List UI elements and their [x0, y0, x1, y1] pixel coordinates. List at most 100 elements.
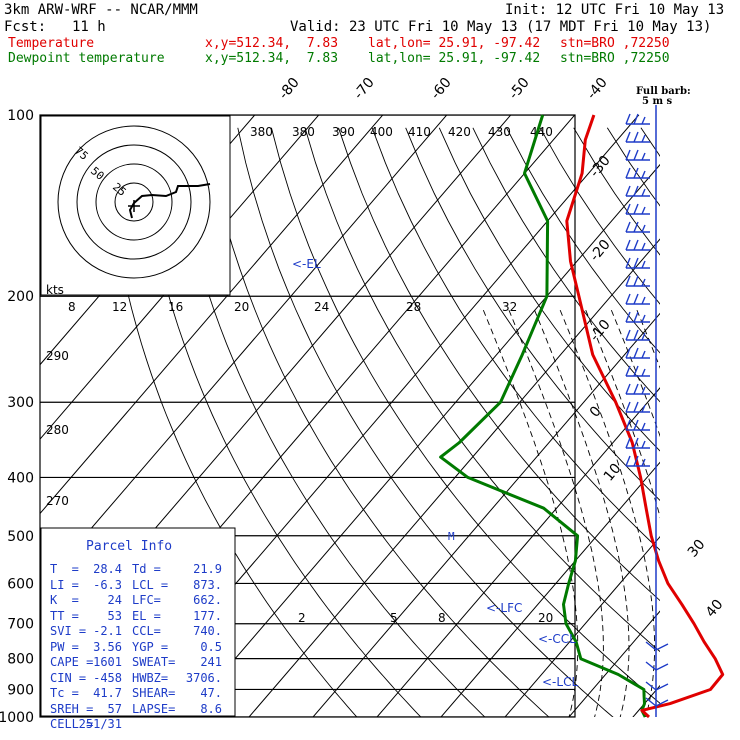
parcel-field-label: YGP = [132, 639, 169, 654]
dewpoint-profile [439, 114, 647, 718]
dry-adiabat [270, 127, 660, 704]
wind-barb [641, 440, 646, 449]
moist-adiabat [508, 308, 604, 717]
parcel-field-value: 241 [200, 655, 222, 669]
parcel-field-value: -458 [93, 670, 122, 685]
pressure-tick-label: 900 [7, 682, 34, 698]
parcel-field-label: SWEAT= [132, 655, 176, 669]
theta-left-label: 290 [46, 349, 69, 363]
init-time: Init: 12 UTC Fri 10 May 13 [505, 2, 725, 18]
dry-adiabat [371, 127, 660, 551]
parcel-field-label: Td = [132, 562, 161, 576]
hodograph-ring [57, 125, 211, 279]
isotherm-line [248, 238, 660, 717]
wind-barb [633, 131, 639, 143]
wind-barb [625, 437, 631, 449]
wind-barb [625, 113, 631, 125]
wind-barb [633, 221, 639, 233]
wind-barb [633, 419, 639, 431]
wind-barb [633, 185, 639, 197]
parcel-field-label: SHEAR= [132, 686, 176, 700]
dry-adiabat [237, 127, 614, 717]
dry-adiabat [338, 127, 660, 602]
wind-barb [625, 131, 631, 143]
wind-barb [641, 206, 646, 215]
pressure-tick-label: 200 [7, 289, 34, 305]
parcel-field-label: EL = [132, 608, 161, 623]
wind-barb [625, 401, 631, 413]
wind-barb [641, 422, 646, 431]
parcel-field-value: 24 [107, 593, 122, 607]
pressure-tick-label: 500 [7, 529, 34, 545]
isotherm-line [40, 115, 384, 515]
wind-barb [641, 260, 646, 269]
parcel-field-value: 41.7 [93, 686, 122, 700]
parcel-field-label: SVI = [50, 624, 87, 638]
dry-adiabat [472, 127, 660, 403]
parcel-field-label: HWBZ= [132, 670, 169, 685]
moist-adiabat [482, 308, 579, 717]
isotherm-line [440, 461, 660, 717]
parcel-field-value: 740. [193, 624, 222, 638]
wind-barb [641, 386, 646, 395]
dry-adiabat [304, 127, 660, 653]
parcel-field-label: LI = [50, 577, 79, 592]
parcel-field-label: CIN = [50, 670, 87, 685]
isotherm-top-label: -50 [506, 75, 533, 103]
wind-barb [633, 167, 639, 179]
dry-adiabat [438, 127, 660, 452]
wind-barb [641, 278, 646, 287]
parcel-field-label: T = [50, 562, 79, 576]
forecast-hour: 11 h [72, 19, 106, 35]
parcel-field-label: LAPSE= [132, 701, 176, 716]
wind-barb [641, 116, 646, 125]
hodograph-axis-label: 24 [314, 300, 329, 314]
isotherm-top-label: -80 [276, 75, 303, 103]
temperature-latlon: lat,lon= 25.91, -97.42 [368, 36, 541, 51]
dry-adiabat [203, 127, 550, 717]
pressure-tick-label: 600 [7, 576, 34, 592]
wind-barb-low [655, 643, 669, 651]
wind-barb [633, 257, 639, 269]
model-title: 3km ARW-WRF -- NCAR/MMM [4, 2, 198, 18]
wind-barb [625, 239, 631, 251]
theta-label: 410 [408, 125, 431, 139]
parcel-field-label: Tc = [50, 686, 79, 700]
parcel-info-title: Parcel Info [86, 539, 173, 554]
wind-scale-label: Full barb: [636, 86, 691, 97]
parcel-field-label: CELL = [50, 717, 94, 731]
parcel-field-value: 47. [200, 686, 222, 700]
hodograph-axis-label: 12 [112, 300, 127, 314]
mixing-ratio-label: 5 [390, 611, 398, 625]
wind-barb [641, 368, 646, 377]
parcel-field-label: CAPE = [50, 655, 94, 669]
parcel-field-value: 57 [107, 701, 122, 716]
wind-barb [641, 296, 646, 305]
theta-label: 380 [292, 125, 315, 139]
wind-barb [641, 404, 646, 413]
wind-barb [641, 332, 646, 341]
parcel-field-value: -2.1 [93, 624, 122, 638]
pressure-tick-label: 300 [7, 395, 34, 411]
wind-barb-low [645, 697, 657, 707]
temperature-xy: x,y=512.34, 7.83 [205, 36, 339, 51]
parcel-field-label: SREH = [50, 701, 94, 716]
parcel-field-value: -6.3 [93, 577, 122, 592]
dry-adiabat [708, 128, 740, 730]
parcel-field-label: LCL = [132, 577, 169, 592]
isotherm-right-label: 30 [685, 537, 709, 561]
hodograph-ring [114, 182, 154, 222]
parcel-field-value: 8.6 [200, 701, 222, 716]
dry-adiabat [675, 128, 740, 730]
wind-barb [625, 149, 631, 161]
parcel-field-value: 53 [107, 608, 122, 623]
wind-barb [633, 149, 639, 161]
wind-barb [641, 350, 646, 359]
isotherm-top-label: -60 [428, 75, 455, 103]
pressure-tick-label: 1000 [0, 710, 34, 726]
moist-adiabat [610, 308, 660, 438]
wind-barb [625, 275, 631, 287]
parcel-field-value: 177. [193, 608, 222, 623]
isotherm-line [312, 312, 660, 717]
theta-left-label: 280 [46, 423, 69, 437]
